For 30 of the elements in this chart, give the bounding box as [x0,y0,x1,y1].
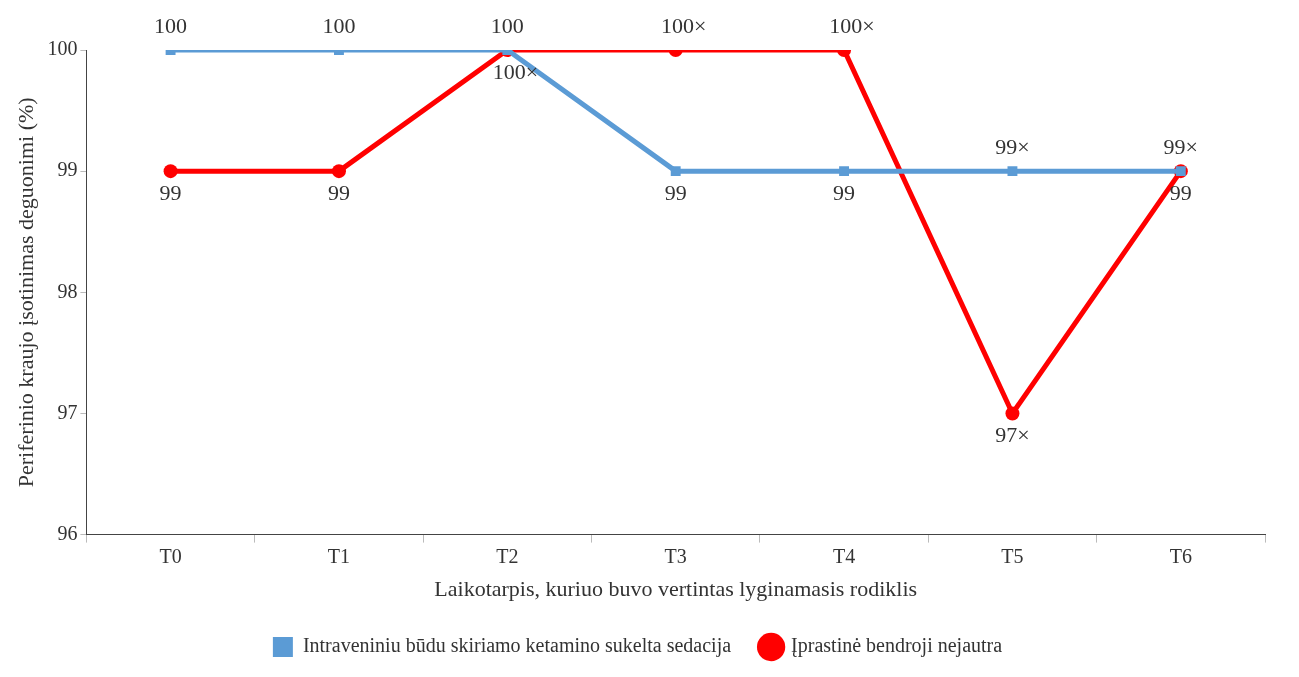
data-label: 99 [664,179,687,205]
data-label: 99 [1169,179,1192,205]
data-label: 99× [995,133,1030,159]
y-tick-label: 99 [57,158,78,181]
data-label: 100× [492,58,539,84]
data-label: 100 [490,12,524,38]
x-tick-label: T6 [1169,544,1192,567]
legend-label: Intraveniniu būdu skiriamo ketamino sukelta sedacija [302,634,732,658]
y-tick-label: 98 [57,279,78,302]
x-tick-label: T2 [496,544,519,567]
data-label: 99 [833,179,856,205]
data-label: 99 [327,179,350,205]
data-label: 100 [154,12,188,38]
x-tick-label: T4 [832,544,856,567]
x-tick-label: T1 [327,544,351,567]
y-tick-label: 96 [57,521,78,544]
y-tick-label: 100 [47,37,78,60]
data-label: 97× [995,422,1030,448]
data-label: 100 [322,12,356,38]
data-label: 99 [159,179,182,205]
x-axis-title: Laikotarpis, kuriuo buvo vertintas lyginamasis rodiklis [434,575,918,601]
legend-label: Įprastinė bendroji nejautra [791,634,1003,658]
x-tick-label: T3 [664,544,687,567]
data-label: 99× [1163,133,1199,159]
x-tick-label: T0 [159,544,182,567]
data-label: 100× [829,12,875,38]
x-tick-label: T5 [1001,544,1024,567]
y-tick-label: 97 [57,400,78,423]
y-axis-title: Periferinio kraujo įsotinimas deguonimi (%) [12,97,38,488]
data-label: 100× [660,12,707,38]
